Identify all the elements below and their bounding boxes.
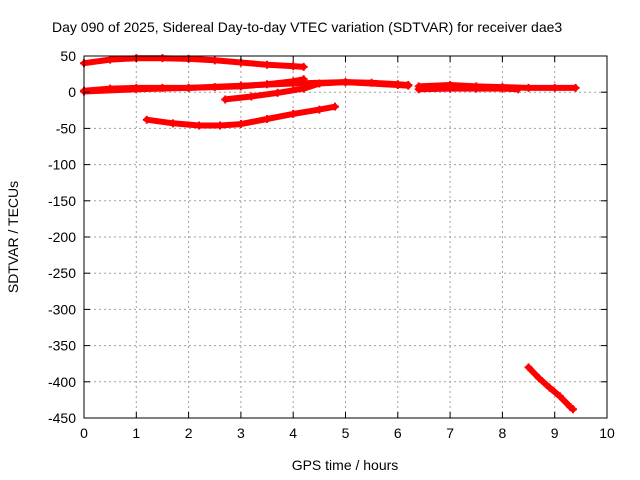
- x-tick-label: 9: [551, 425, 559, 441]
- data-point: [446, 84, 455, 93]
- data-point: [555, 392, 564, 401]
- x-tick-label: 6: [394, 425, 402, 441]
- y-tick-label: -250: [48, 265, 76, 281]
- series-8: [524, 363, 578, 414]
- data-point: [571, 83, 580, 92]
- x-tick-label: 4: [289, 425, 297, 441]
- data-point: [215, 121, 224, 130]
- x-tick-label: 0: [80, 425, 88, 441]
- y-tick-label: -150: [48, 193, 76, 209]
- x-tick-labels: 0 1 2 3 4 5 6 7 8 9 10: [80, 425, 615, 441]
- y-tick-label: -400: [48, 374, 76, 390]
- y-tick-labels: 50 0 -50 -100 -150 -200 -250 -300 -350 -400 -450: [48, 48, 76, 426]
- series-7: [414, 84, 523, 94]
- y-tick-label: 0: [68, 84, 76, 100]
- data-point: [545, 383, 554, 392]
- data-point: [524, 83, 533, 92]
- data-point: [514, 85, 523, 94]
- data-point: [331, 102, 340, 111]
- series-5: [142, 102, 340, 130]
- data-point: [404, 80, 413, 89]
- y-axis-label: SDTVAR / TECUs: [5, 181, 21, 293]
- data-point: [236, 120, 245, 129]
- data-point: [289, 109, 298, 118]
- y-tick-label: -450: [48, 410, 76, 426]
- data-point: [142, 115, 151, 124]
- data-point: [273, 88, 282, 97]
- data-point: [247, 92, 256, 101]
- data-point: [414, 85, 423, 94]
- data-point: [132, 85, 141, 94]
- data-point: [221, 95, 230, 104]
- data-point: [106, 55, 115, 64]
- data-point: [393, 80, 402, 89]
- x-tick-label: 2: [185, 425, 193, 441]
- data-point: [315, 105, 324, 114]
- data-point: [289, 62, 298, 71]
- data-point: [524, 363, 533, 372]
- data-point: [263, 114, 272, 123]
- data-point: [263, 60, 272, 69]
- y-tick-label: -200: [48, 229, 76, 245]
- data-point: [550, 83, 559, 92]
- data-point: [168, 119, 177, 128]
- x-tick-label: 5: [342, 425, 350, 441]
- data-point: [195, 121, 204, 130]
- data-point: [184, 83, 193, 92]
- y-tick-label: -350: [48, 338, 76, 354]
- x-tick-label: 7: [446, 425, 454, 441]
- series-layer: [80, 54, 580, 414]
- x-tick-label: 8: [499, 425, 507, 441]
- y-tick-label: -50: [56, 120, 76, 136]
- axis-ticks: [83, 55, 608, 419]
- x-tick-label: 1: [132, 425, 140, 441]
- x-axis-label: GPS time / hours: [292, 457, 399, 473]
- grid: [84, 56, 607, 418]
- data-point: [299, 62, 308, 71]
- data-point: [289, 79, 298, 88]
- data-point: [498, 84, 507, 93]
- chart-title: Day 090 of 2025, Sidereal Day-to-day VTE…: [52, 19, 562, 35]
- data-point: [299, 84, 308, 93]
- data-point: [210, 56, 219, 65]
- data-point: [535, 374, 544, 383]
- series-1: [80, 54, 308, 71]
- y-tick-label: 50: [60, 48, 76, 64]
- x-tick-label: 10: [599, 425, 615, 441]
- series-4: [221, 78, 413, 104]
- data-point: [569, 405, 578, 414]
- data-point: [472, 84, 481, 93]
- series-line: [81, 55, 307, 70]
- data-point: [341, 78, 350, 87]
- x-tick-label: 3: [237, 425, 245, 441]
- data-point: [236, 81, 245, 90]
- y-tick-label: -300: [48, 301, 76, 317]
- y-tick-label: -100: [48, 157, 76, 173]
- data-point: [315, 79, 324, 88]
- data-point: [367, 78, 376, 87]
